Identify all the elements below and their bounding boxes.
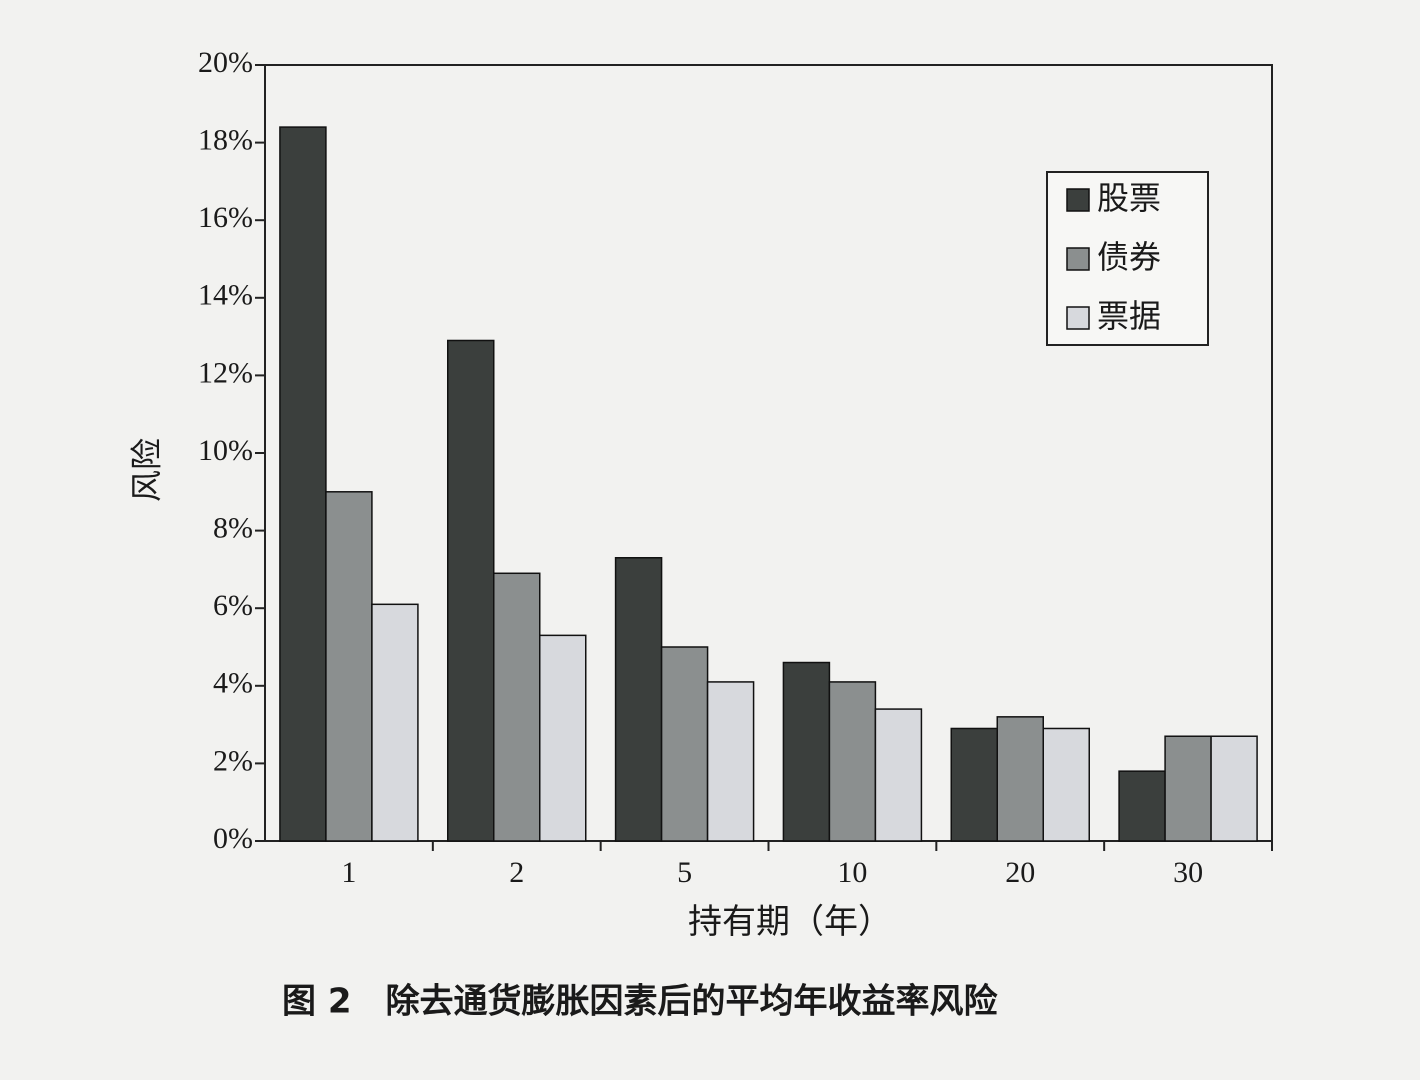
legend-label: 债券 [1097, 238, 1161, 276]
legend-swatch [1066, 306, 1090, 330]
bar [371, 603, 419, 842]
x-tick-label: 2 [509, 856, 524, 889]
y-tick-label: 16% [198, 201, 253, 234]
caption: 图 2 除去通货膨胀因素后的平均年收益率风险 [282, 982, 998, 1022]
legend-label: 股票 [1097, 179, 1161, 217]
bar [996, 716, 1044, 842]
bar [874, 708, 923, 842]
bar [1164, 735, 1212, 842]
bar [1118, 770, 1166, 842]
y-tick-label: 8% [213, 511, 253, 544]
bar [828, 681, 877, 842]
y-axis-label: 风险 [128, 438, 164, 502]
bar [447, 339, 495, 842]
bar [1042, 727, 1090, 842]
y-tick-label: 12% [198, 356, 253, 389]
bar [660, 646, 709, 842]
y-tick-label: 2% [213, 744, 253, 777]
bar [493, 572, 541, 842]
x-tick-label: 30 [1173, 856, 1203, 889]
bar [279, 126, 327, 842]
y-tick-label: 20% [198, 46, 253, 79]
bar [325, 491, 373, 842]
x-tick-label: 1 [341, 856, 356, 889]
y-tick-label: 10% [198, 434, 253, 467]
y-tick-label: 14% [198, 279, 253, 312]
y-tick-label: 0% [213, 822, 253, 855]
bar [539, 634, 587, 842]
y-tick-label: 4% [213, 667, 253, 700]
legend-swatch [1066, 188, 1090, 212]
bar [950, 727, 998, 842]
bar [782, 661, 831, 842]
bar [1210, 735, 1258, 842]
y-tick-label: 6% [213, 589, 253, 622]
legend-label: 票据 [1097, 297, 1161, 335]
x-axis-label: 持有期（年） [688, 903, 892, 941]
x-tick-label: 20 [1005, 856, 1035, 889]
bar [706, 681, 755, 842]
y-tick-label: 18% [198, 123, 253, 156]
x-tick-label: 5 [677, 856, 692, 889]
bar [614, 557, 663, 842]
legend-swatch [1066, 247, 1090, 271]
x-tick-label: 10 [837, 856, 867, 889]
